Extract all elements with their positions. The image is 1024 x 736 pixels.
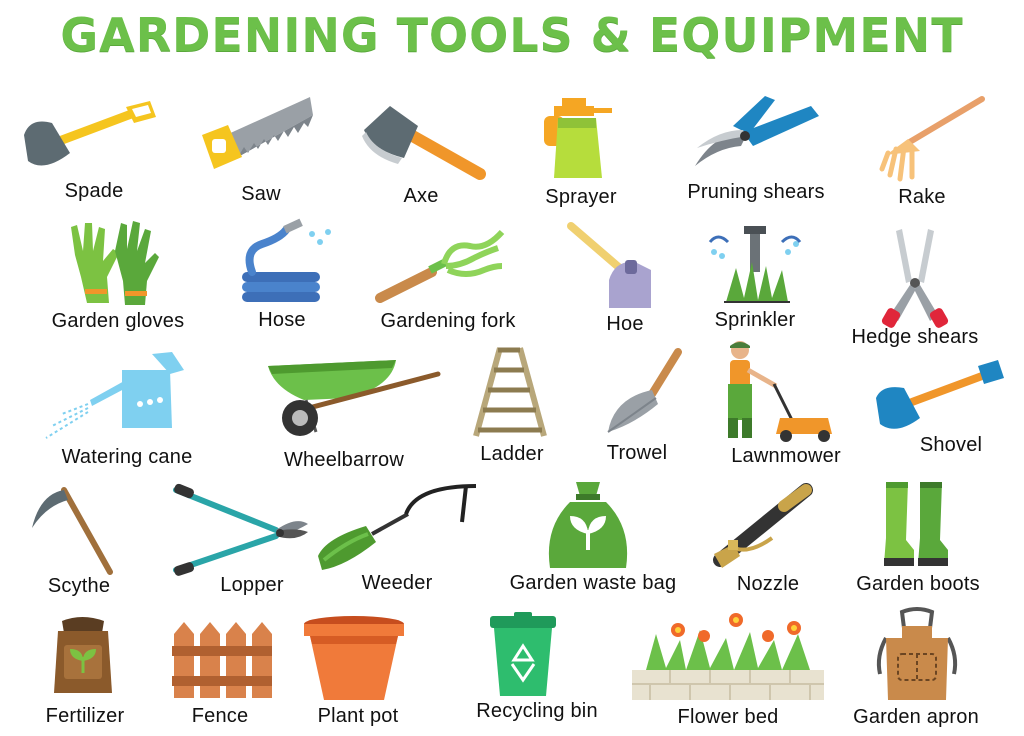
garden-gloves-icon bbox=[65, 215, 160, 307]
page-title: GARDENING TOOLS & EQUIPMENT bbox=[60, 8, 964, 62]
label-pruning-shears: Pruning shears bbox=[687, 181, 825, 203]
label-fence: Fence bbox=[191, 705, 249, 727]
watering-can-icon bbox=[42, 348, 192, 440]
lopper-icon bbox=[172, 483, 312, 576]
fence-icon bbox=[172, 618, 272, 700]
garden-boots-icon bbox=[878, 478, 953, 570]
hoe-icon bbox=[565, 220, 660, 310]
label-trowel: Trowel bbox=[606, 442, 668, 464]
label-sprinkler: Sprinkler bbox=[714, 309, 796, 331]
label-watering-cane: Watering cane bbox=[61, 446, 193, 468]
shovel-icon bbox=[874, 358, 1009, 438]
flower-bed-icon bbox=[630, 610, 826, 702]
label-hoe: Hoe bbox=[606, 313, 644, 335]
label-gardening-fork: Gardening fork bbox=[380, 310, 516, 332]
rake-icon bbox=[878, 95, 988, 183]
label-garden-gloves: Garden gloves bbox=[51, 310, 185, 332]
label-lopper: Lopper bbox=[220, 574, 284, 596]
label-rake: Rake bbox=[898, 186, 946, 208]
label-garden-apron: Garden apron bbox=[853, 706, 979, 728]
label-shovel: Shovel bbox=[919, 434, 983, 456]
plant-pot-icon bbox=[302, 614, 407, 702]
garden-apron-icon bbox=[872, 607, 962, 703]
fertilizer-icon bbox=[52, 613, 114, 695]
scythe-icon bbox=[30, 482, 115, 577]
label-fertilizer: Fertilizer bbox=[45, 705, 125, 727]
garden-waste-bag-icon bbox=[540, 478, 635, 570]
label-sprayer: Sprayer bbox=[545, 186, 617, 208]
gardening-fork-icon bbox=[374, 222, 505, 307]
label-flower-bed: Flower bed bbox=[677, 706, 779, 728]
label-spade: Spade bbox=[64, 180, 124, 202]
lawnmower-icon bbox=[716, 340, 836, 442]
recycling-bin-icon bbox=[488, 612, 558, 698]
label-garden-boots: Garden boots bbox=[856, 573, 980, 595]
label-hose: Hose bbox=[258, 309, 306, 331]
label-hedge-shears: Hedge shears bbox=[851, 326, 979, 348]
pruning-shears-icon bbox=[693, 90, 823, 175]
saw-icon bbox=[198, 95, 313, 175]
label-plant-pot: Plant pot bbox=[317, 705, 399, 727]
ladder-icon bbox=[470, 346, 550, 438]
wheelbarrow-icon bbox=[266, 356, 441, 446]
spade-icon bbox=[22, 95, 157, 175]
nozzle-icon bbox=[710, 483, 815, 569]
hose-icon bbox=[240, 218, 335, 305]
label-wheelbarrow: Wheelbarrow bbox=[283, 449, 405, 471]
label-garden-waste-bag: Garden waste bag bbox=[509, 572, 677, 594]
label-nozzle: Nozzle bbox=[736, 573, 800, 595]
label-scythe: Scythe bbox=[47, 575, 111, 597]
label-recycling-bin: Recycling bin bbox=[476, 700, 598, 722]
sprinkler-icon bbox=[708, 222, 803, 304]
label-saw: Saw bbox=[241, 183, 281, 205]
label-weeder: Weeder bbox=[361, 572, 433, 594]
label-ladder: Ladder bbox=[480, 443, 544, 465]
weeder-icon bbox=[316, 482, 481, 574]
sprayer-icon bbox=[540, 96, 615, 182]
label-lawnmower: Lawnmower bbox=[731, 445, 841, 467]
label-axe: Axe bbox=[403, 185, 439, 207]
trowel-icon bbox=[604, 348, 684, 436]
axe-icon bbox=[362, 102, 490, 182]
hedge-shears-icon bbox=[880, 225, 950, 330]
